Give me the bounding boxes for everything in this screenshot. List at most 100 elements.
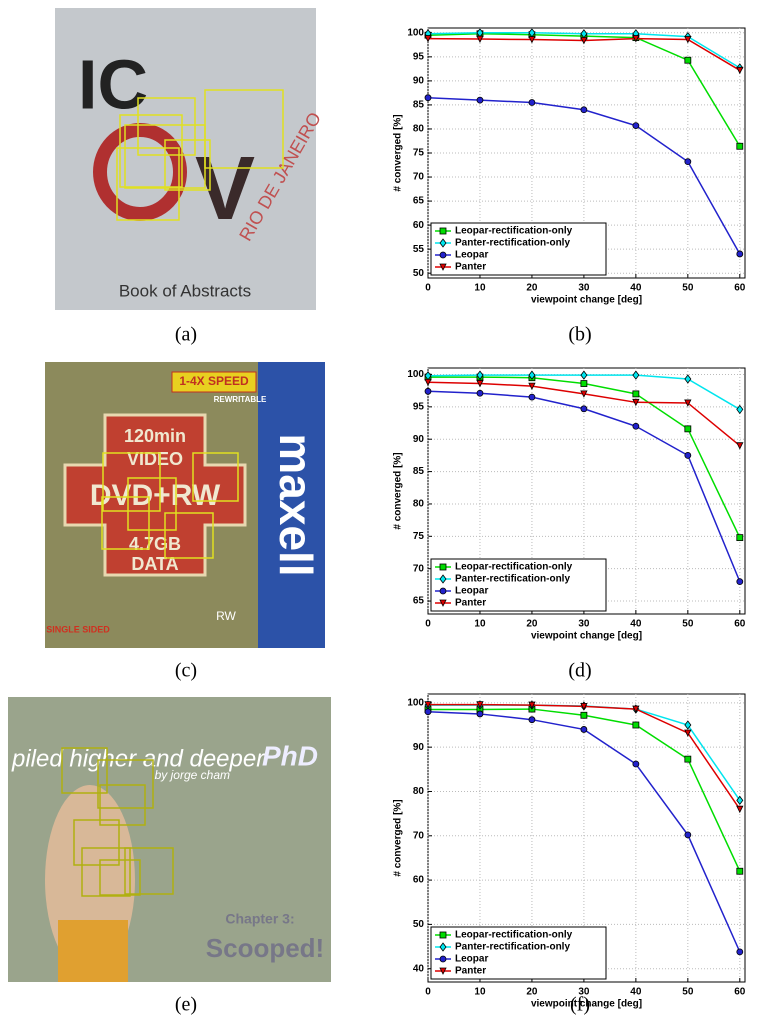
y-tick-label: 70 (413, 830, 425, 841)
photo-text: 120min (124, 426, 186, 446)
marker (439, 599, 447, 607)
y-tick-label: 60 (413, 220, 425, 231)
marker (439, 942, 447, 952)
marker (736, 867, 744, 875)
marker (684, 425, 692, 433)
y-tick-label: 100 (407, 27, 424, 38)
y-tick-label: 85 (413, 100, 425, 111)
x-tick-label: 60 (734, 987, 746, 998)
marker (476, 389, 484, 397)
legend-label: Panter (455, 966, 486, 977)
y-tick-label: 50 (413, 919, 425, 930)
marker (424, 708, 432, 716)
photo-badge (171, 371, 257, 393)
x-tick-label: 20 (526, 283, 538, 294)
photo-text: 4.7GB (129, 534, 181, 554)
legend-box (430, 222, 607, 276)
photo-text: Scooped! (206, 933, 324, 963)
marker (439, 587, 447, 595)
marker (632, 390, 640, 398)
marker (528, 393, 536, 401)
marker (439, 967, 447, 975)
marker (439, 227, 447, 235)
marker (424, 378, 432, 387)
marker (736, 534, 744, 542)
x-axis-label: viewpoint change [deg] (531, 295, 642, 306)
y-tick-label: 100 (407, 369, 424, 380)
legend-label: Panter (455, 598, 486, 609)
y-tick-label: 90 (413, 434, 425, 445)
x-tick-label: 30 (578, 283, 590, 294)
photo-panel (258, 362, 325, 648)
marker (580, 405, 588, 413)
legend-label: Leopar (455, 954, 488, 965)
photo-text: IC (78, 45, 148, 123)
detection-boxes (61, 747, 174, 897)
marker (439, 931, 447, 939)
x-tick-label: 40 (630, 283, 642, 294)
x-tick-label: 50 (682, 283, 694, 294)
marker (528, 370, 536, 380)
legend-box (430, 558, 607, 612)
y-tick-label: 70 (413, 172, 425, 183)
photo-e: piled higher and deeper by jorge cham Ph… (8, 697, 331, 982)
y-tick-label: 95 (413, 51, 425, 62)
y-axis-label: # converged [%] (393, 799, 404, 876)
marker (424, 94, 432, 102)
marker (684, 755, 692, 763)
marker (632, 122, 640, 129)
photo-labels: 120min VIDEO DVD+RW 4.7GB DATA (90, 426, 221, 574)
photo-text: Book of Abstracts (119, 281, 251, 300)
marker (684, 158, 692, 166)
photo-cross (63, 413, 247, 577)
photo-a: IC V RIO DE JANEIRO Book of Abstracts (55, 8, 325, 310)
marker (632, 422, 640, 430)
photo-text: by jorge cham (155, 768, 230, 782)
marker (476, 710, 484, 718)
photo-c: maxell 1-4X SPEED REWRITABLE 120min VIDE… (45, 362, 325, 648)
y-axis-label: # converged [%] (393, 452, 404, 529)
x-tick-label: 60 (734, 283, 746, 294)
y-tick-label: 85 (413, 466, 425, 477)
marker (476, 380, 484, 388)
marker (528, 382, 536, 391)
marker (580, 703, 588, 711)
marker (580, 106, 588, 114)
photo-text: Chapter 3: (225, 911, 294, 927)
marker (580, 390, 588, 398)
caption: (a) (175, 324, 197, 346)
marker (684, 831, 692, 839)
marker (580, 370, 588, 380)
marker (632, 370, 640, 380)
marker (580, 726, 588, 733)
logo-ring (93, 123, 187, 221)
legend-label: Leopar-rectification-only (455, 226, 573, 237)
x-tick-label: 60 (734, 619, 746, 630)
x-tick-label: 10 (474, 987, 486, 998)
marker (684, 399, 692, 407)
x-tick-label: 0 (425, 283, 431, 294)
y-tick-label: 80 (413, 124, 425, 135)
x-tick-label: 10 (474, 619, 486, 630)
x-tick-label: 50 (682, 619, 694, 630)
marker (632, 705, 640, 713)
marker (439, 263, 447, 271)
photo-text: RW (216, 609, 236, 623)
marker (476, 370, 484, 380)
caption: (b) (568, 324, 591, 346)
y-tick-label: 60 (413, 875, 425, 886)
y-tick-label: 40 (413, 963, 425, 974)
marker (476, 35, 484, 43)
y-tick-label: 80 (413, 499, 425, 510)
marker (424, 701, 432, 709)
photo-text: SINGLE SIDED (46, 624, 110, 634)
photo-text: piled higher and deeper (11, 745, 265, 772)
legend-label: Leopar (455, 586, 488, 597)
x-tick-label: 10 (474, 283, 486, 294)
photo-text: REWRITABLE (214, 395, 267, 404)
y-tick-label: 65 (413, 196, 425, 207)
marker (580, 380, 588, 387)
marker (528, 701, 536, 709)
y-tick-label: 90 (413, 76, 425, 87)
